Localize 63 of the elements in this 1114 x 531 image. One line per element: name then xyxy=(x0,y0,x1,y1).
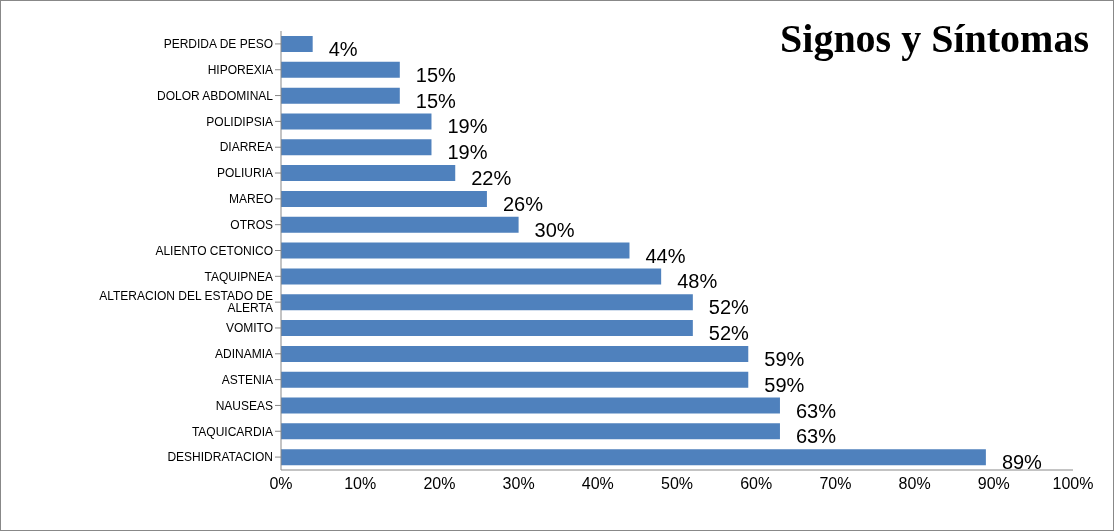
data-label: 19% xyxy=(447,141,488,164)
x-tick-label: 40% xyxy=(581,475,614,493)
x-tick-label: 50% xyxy=(660,475,694,493)
data-label: 63% xyxy=(795,399,837,422)
y-tick-label: ALIENTO CETONICO xyxy=(155,243,273,258)
bar xyxy=(281,294,693,311)
data-label: 22% xyxy=(471,167,512,190)
y-tick-label: HIPOREXIA xyxy=(207,63,273,77)
x-tick-label: 20% xyxy=(423,475,456,493)
bar xyxy=(281,320,693,337)
bar xyxy=(281,397,780,414)
bar xyxy=(281,61,400,78)
bar xyxy=(281,87,400,104)
data-label: 44% xyxy=(645,244,686,267)
x-tick-label: 30% xyxy=(502,475,535,493)
data-label: 15% xyxy=(415,63,457,86)
bar xyxy=(281,345,749,362)
bar xyxy=(281,139,432,156)
chart-title: Signos y Síntomas xyxy=(780,15,1089,62)
x-tick-label: 70% xyxy=(819,475,852,493)
x-tick-label: 80% xyxy=(898,475,931,493)
data-label: 26% xyxy=(502,192,544,215)
y-tick-label: ALTERACION DEL ESTADO DE ALERTA xyxy=(99,289,273,316)
y-tick-label: ADINAMIA xyxy=(214,347,273,362)
x-tick-label: 100% xyxy=(1052,475,1094,493)
bar xyxy=(281,371,749,388)
data-label: 4% xyxy=(328,38,358,60)
y-tick-label: TAQUIPNEA xyxy=(204,269,273,284)
y-tick-label: DOLOR ABDOMINAL xyxy=(156,88,274,103)
bar xyxy=(281,423,780,440)
bar xyxy=(281,216,519,233)
y-tick-label: ASTENIA xyxy=(221,372,273,387)
x-tick-label: 60% xyxy=(740,475,773,493)
data-label: 30% xyxy=(534,218,575,241)
y-tick-label: POLIDIPSIA xyxy=(206,114,273,129)
bar xyxy=(281,165,456,182)
y-tick-label: TAQUICARDIA xyxy=(191,424,273,439)
y-tick-label: VOMITO xyxy=(225,321,273,336)
data-label: 89% xyxy=(1001,451,1043,474)
data-label: 59% xyxy=(764,373,805,396)
y-tick-label: NAUSEAS xyxy=(215,398,273,413)
y-tick-label: DESHIDRATACION xyxy=(167,450,273,465)
data-label: 63% xyxy=(795,425,837,448)
y-tick-label: PERDIDA DE PESO xyxy=(163,37,273,52)
bar xyxy=(281,36,313,52)
y-tick-label: DIARREA xyxy=(219,140,273,155)
bar xyxy=(281,449,986,466)
y-tick-label: POLIURIA xyxy=(216,166,273,181)
bar xyxy=(281,190,487,207)
data-label: 48% xyxy=(677,270,718,293)
data-label: 52% xyxy=(708,296,750,319)
x-tick-label: 10% xyxy=(344,475,377,493)
y-tick-label: MAREO xyxy=(228,192,273,207)
bar xyxy=(281,242,630,259)
bar xyxy=(281,268,662,285)
data-label: 15% xyxy=(415,89,457,112)
data-label: 59% xyxy=(764,347,805,370)
data-label: 52% xyxy=(708,322,750,345)
y-tick-label: OTROS xyxy=(230,217,273,232)
bar xyxy=(281,113,432,130)
data-label: 19% xyxy=(447,115,488,138)
x-tick-label: 0% xyxy=(269,475,293,493)
x-tick-label: 90% xyxy=(977,475,1010,493)
